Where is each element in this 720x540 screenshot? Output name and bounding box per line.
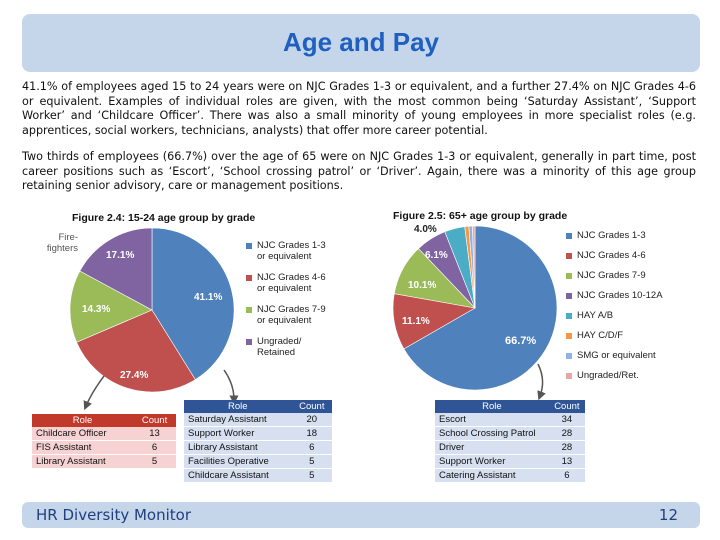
legend-item: HAY A/B — [577, 310, 614, 321]
table-older-blue: Role Count Escort 34 School Crossing Patro… — [435, 400, 585, 483]
legend-item: NJC Grades 7-9 — [577, 270, 646, 281]
table-row: Driver 28 — [435, 440, 585, 455]
table-row: Catering Assistant 6 — [435, 468, 585, 483]
title-bar: Age and Pay — [22, 14, 700, 72]
pie2-label-grades1-3: 66.7% — [505, 335, 537, 347]
pie-chart-young — [69, 227, 235, 393]
arrow-blue-table — [223, 369, 239, 405]
table-row: FIS Assistant 6 — [32, 440, 176, 455]
table-row: Childcare Assistant 5 — [184, 468, 332, 483]
figure-2-4-title: Figure 2.4: 15-24 age group by grade — [72, 212, 256, 224]
table-cell: 6 — [133, 440, 176, 455]
table-young-blue: Role Count Saturday Assistant 20 Support W… — [184, 400, 332, 483]
table-header: Count — [548, 400, 585, 413]
legend-item: NJC Grades 7-9 or equivalent — [257, 304, 326, 326]
table-row: Library Assistant 5 — [32, 454, 176, 469]
pie1-label-grades7-9: 14.3% — [82, 304, 111, 315]
pie1-label-grades1-3: 41.1% — [194, 292, 223, 303]
table-row: Support Worker 13 — [435, 454, 585, 469]
pie1-label-ungraded: 17.1% — [106, 250, 135, 261]
table-row: Support Worker 18 — [184, 426, 332, 441]
page-number: 12 — [658, 506, 678, 524]
table-row: Library Assistant 6 — [184, 440, 332, 455]
table-cell: 18 — [291, 426, 332, 441]
table-cell: FIS Assistant — [32, 440, 134, 455]
footer-title: HR Diversity Monitor — [36, 506, 191, 524]
table-header: Role — [32, 414, 134, 427]
table-cell: Escort — [435, 413, 549, 427]
pie-slice — [403, 225, 558, 391]
legend-item: NJC Grades 10-12A — [577, 290, 663, 301]
table-cell: 13 — [548, 454, 585, 469]
legend-item: NJC Grades 4-6 — [577, 250, 646, 261]
footer-bar: HR Diversity Monitor 12 — [22, 502, 700, 528]
pie-slice — [472, 225, 476, 309]
table-cell: 5 — [291, 468, 332, 483]
legend-item: Ungraded/ Retained — [257, 336, 302, 358]
table-cell: Facilities Operative — [184, 454, 292, 469]
table-cell: Support Worker — [435, 454, 549, 469]
legend-item: Ungraded/Ret. — [577, 370, 639, 381]
table-cell: Saturday Assistant — [184, 413, 292, 427]
pie2-label-grades10-12a: 6.1% — [425, 250, 448, 261]
table-cell: Library Assistant — [184, 440, 292, 455]
table-cell: Library Assistant — [32, 454, 134, 469]
pie-slice — [76, 309, 196, 393]
table-row: Facilities Operative 5 — [184, 454, 332, 469]
table-cell: 13 — [133, 427, 176, 441]
slide-title: Age and Pay — [282, 27, 440, 57]
pie2-label-hay-ab: 4.0% — [414, 224, 437, 235]
pie2-label-grades7-9: 10.1% — [408, 280, 437, 291]
table-cell: Childcare Officer — [32, 427, 134, 441]
pie-chart-older — [392, 225, 558, 391]
figure-2-5-title: Figure 2.5: 65+ age group by grade — [393, 210, 568, 222]
table-cell: Childcare Assistant — [184, 468, 292, 483]
table-row: Childcare Officer 13 — [32, 427, 176, 441]
legend-item: NJC Grades 1-3 — [577, 230, 646, 241]
legend-young: NJC Grades 1-3 or equivalent NJC Grades … — [246, 240, 336, 358]
table-header: Role — [184, 400, 292, 413]
table-cell: 6 — [291, 440, 332, 455]
paragraph-older: Two thirds of employees (66.7%) over the… — [22, 150, 696, 193]
table-row: Saturday Assistant 20 — [184, 413, 332, 427]
table-cell: 28 — [548, 440, 585, 455]
legend-item: NJC Grades 4-6 or equivalent — [257, 272, 326, 294]
table-cell: 6 — [548, 468, 585, 483]
legend-older: NJC Grades 1-3 NJC Grades 4-6 NJC Grades… — [566, 230, 706, 381]
table-row: School Crossing Patrol 28 — [435, 426, 585, 441]
table-cell: 34 — [548, 413, 585, 427]
table-young-red: Role Count Childcare Officer 13 FIS Assist… — [32, 414, 176, 469]
legend-item: SMG or equivalent — [577, 350, 656, 361]
pie-slice — [79, 227, 153, 311]
table-row: Escort 34 — [435, 413, 585, 427]
legend-item: HAY C/D/F — [577, 330, 624, 341]
paragraph-young: 41.1% of employees aged 15 to 24 years w… — [22, 80, 696, 137]
pie-slice — [69, 270, 153, 343]
annotation-firefighters: Fire-fighters — [46, 232, 78, 254]
pie1-label-grades4-6: 27.4% — [120, 370, 149, 381]
table-cell: Support Worker — [184, 426, 292, 441]
table-cell: 5 — [133, 454, 176, 469]
legend-item: NJC Grades 1-3 or equivalent — [257, 240, 326, 262]
arrow-older-table — [537, 363, 546, 401]
table-header: Count — [133, 414, 176, 427]
table-cell: Driver — [435, 440, 549, 455]
pie-slice — [151, 227, 235, 381]
table-cell: 28 — [548, 426, 585, 441]
table-header: Role — [435, 400, 549, 413]
pie2-label-grades4-6: 11.1% — [402, 316, 430, 327]
table-cell: School Crossing Patrol — [435, 426, 549, 441]
table-cell: 5 — [291, 454, 332, 469]
table-header: Count — [291, 400, 332, 413]
table-cell: Catering Assistant — [435, 468, 549, 483]
table-cell: 20 — [291, 413, 332, 427]
arrow-red-table — [83, 375, 105, 411]
